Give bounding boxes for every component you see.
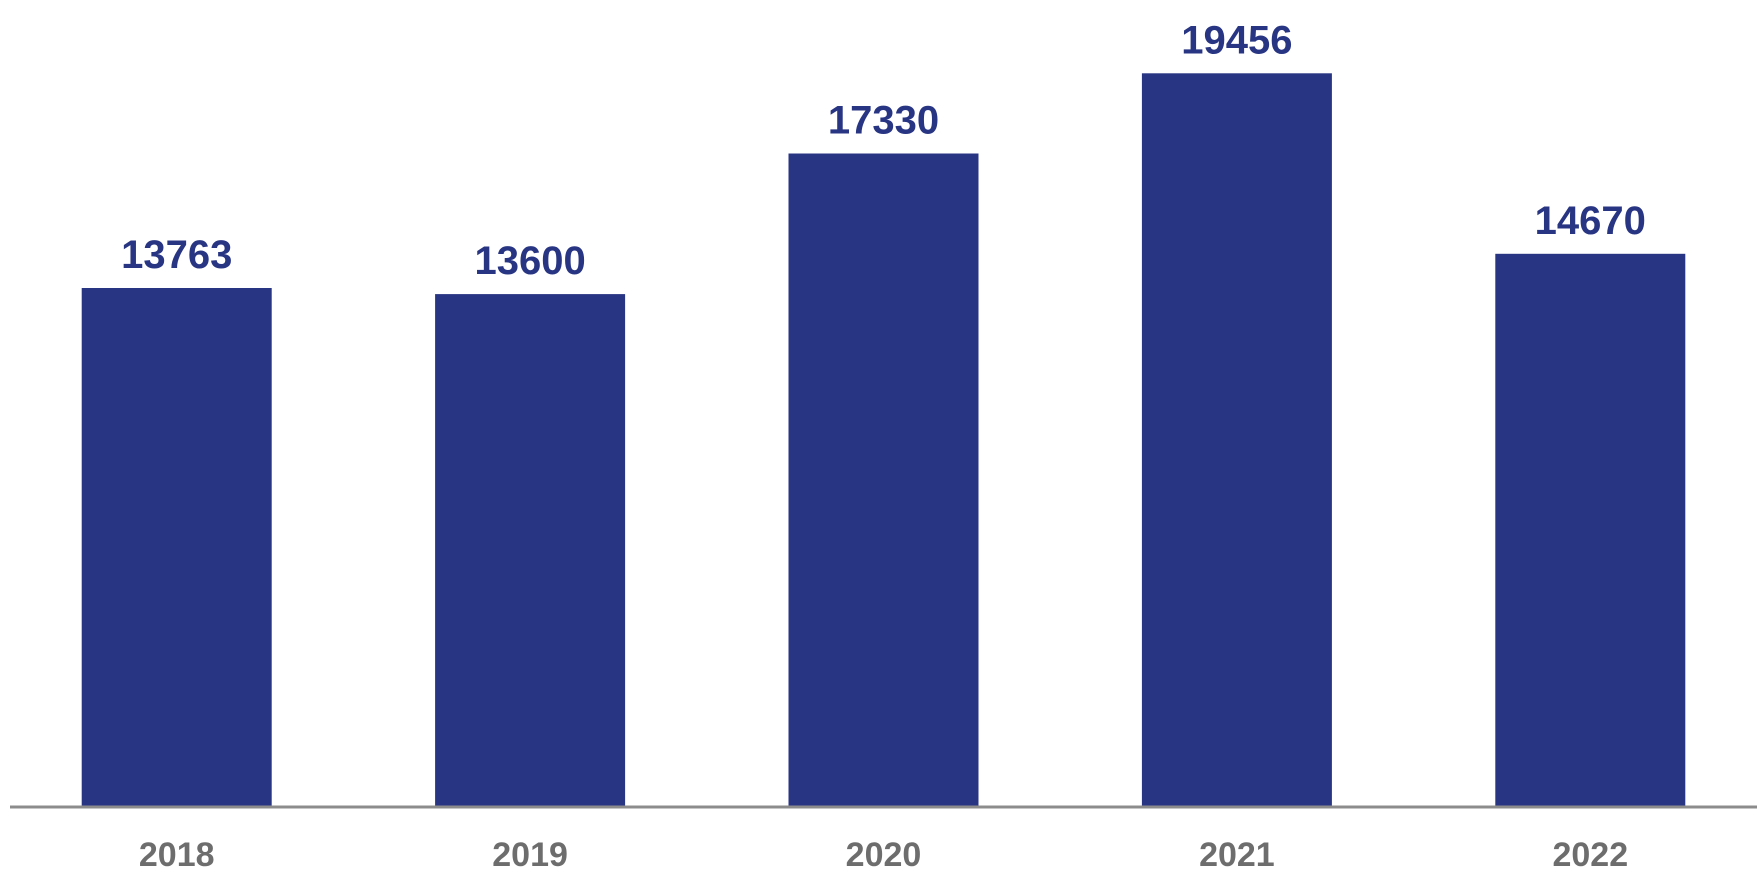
bar-2022 [1495,253,1686,808]
data-label-2020: 17330 [828,99,939,143]
bar-2019 [435,294,626,808]
data-label-2019: 13600 [474,239,585,283]
bars-group [81,73,1686,808]
data-label-2021: 19456 [1181,18,1292,62]
bar-2020 [788,153,979,807]
x-tick-labels-group: 2018 2019 2020 2021 2022 [139,836,1628,871]
bar-2018 [81,288,272,807]
x-tick-label-2018: 2018 [139,836,215,871]
bar-2021 [1141,73,1332,808]
data-label-2022: 14670 [1535,199,1646,243]
x-tick-label-2019: 2019 [492,836,568,871]
data-label-2018: 13763 [121,233,232,277]
value-labels-group: 13763 13600 17330 19456 14670 [121,18,1646,283]
x-tick-label-2022: 2022 [1552,836,1628,871]
x-tick-label-2021: 2021 [1199,836,1275,871]
x-tick-label-2020: 2020 [846,836,922,871]
